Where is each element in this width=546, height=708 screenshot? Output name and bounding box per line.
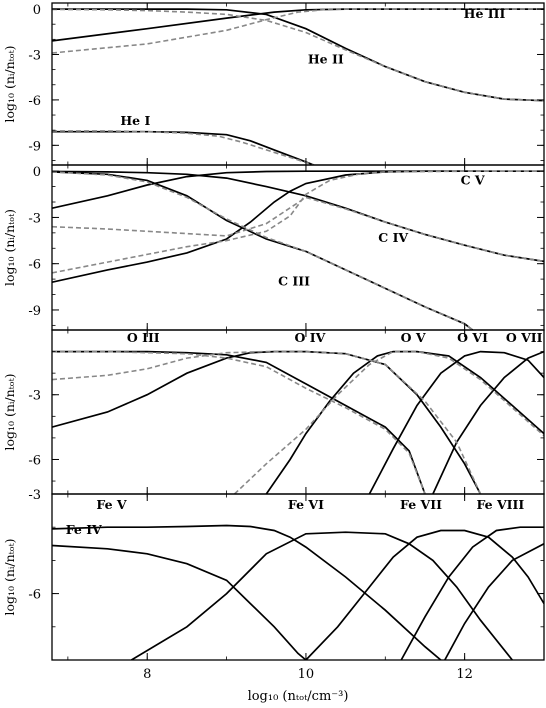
y-axis-label-helium: log₁₀ (nᵢ/nₜₒₜ) [2, 45, 17, 122]
series-iron-2 [130, 531, 513, 660]
y-tick-label-oxygen: -3 [28, 389, 41, 404]
series-oxygen-2 [265, 350, 544, 494]
panel-frame-helium [51, 2, 545, 166]
x-tick-label: 8 [143, 667, 151, 682]
ion-label-oxygen: O VII [506, 330, 543, 345]
ion-label-carbon: C III [278, 273, 310, 288]
y-tick-label-helium: -3 [28, 48, 41, 63]
series-iron-5 [444, 543, 544, 660]
series-carbon-1 [52, 170, 544, 263]
series-iron-4 [400, 526, 544, 660]
y-tick-label-iron: -6 [28, 588, 41, 603]
series-carbon-5 [52, 196, 544, 263]
series-iron-1 [52, 544, 307, 660]
ion-label-iron: Fe IV [66, 522, 102, 537]
y-tick-label-carbon: -9 [28, 304, 41, 319]
ion-label-oxygen: O III [127, 330, 160, 345]
y-tick-label-carbon: 0 [33, 165, 41, 180]
y-axis-label-iron: log₁₀ (nᵢ/nₜₒₜ) [2, 538, 17, 615]
series-oxygen-6 [52, 350, 482, 494]
y-tick-label-oxygen: -6 [28, 453, 41, 468]
series-oxygen-4 [432, 350, 544, 494]
series-carbon-4 [52, 170, 544, 274]
panel-oxygen: -3 -6 O III O IV O V O VI O VII log₁₀ (nᵢ/nₜₒₜ) [2, 329, 545, 495]
y-tick-label-helium: 0 [33, 3, 41, 18]
y-tick-label-carbon: -3 [28, 211, 41, 226]
series-carbon-2 [52, 170, 481, 284]
series-helium-5 [52, 130, 315, 165]
ion-label-oxygen: O V [401, 330, 426, 345]
x-tick-label: 12 [456, 667, 473, 682]
panel-helium: 0 -3 -6 -9 He III He II He I log₁₀ (nᵢ/nₜₒₜ) [2, 2, 545, 166]
ion-label-helium: He III [464, 6, 506, 21]
ion-label-oxygen: O IV [295, 330, 326, 345]
series-iron-3 [305, 529, 544, 660]
series-helium-4 [52, 8, 544, 102]
panel-iron: -3 -6 Fe V Fe IV Fe VI Fe VII Fe VIII log₁₀ (nᵢ… [2, 488, 545, 661]
ion-label-iron: Fe VI [288, 497, 324, 512]
series-oxygen-3 [368, 350, 544, 494]
ion-label-carbon: C IV [378, 230, 408, 245]
y-axis-label-carbon: log₁₀ (nᵢ/nₜₒₜ) [2, 209, 17, 286]
series-oxygen-0 [52, 350, 426, 494]
series-oxygen-7 [233, 350, 544, 494]
y-tick-label-helium: -9 [28, 139, 41, 154]
y-tick-label-iron: -3 [28, 488, 41, 503]
series-carbon-3 [52, 171, 474, 330]
y-axis-label-oxygen: log₁₀ (nᵢ/nₜₒₜ) [2, 373, 17, 450]
panel-carbon: 0 -3 -6 -9 C V C IV C III log₁₀ (nᵢ/nₜₒₜ) [2, 164, 545, 331]
series-iron-0 [52, 524, 442, 660]
ion-label-iron: Fe VIII [476, 497, 524, 512]
y-tick-label-carbon: -6 [28, 258, 41, 273]
panel-frame-iron [51, 493, 545, 661]
ion-label-helium: He II [308, 52, 344, 67]
x-tick-label: 10 [298, 667, 315, 682]
x-axis-label: log₁₀ (nₜₒₜ/cm⁻³) [248, 689, 349, 704]
series-oxygen-5 [52, 350, 426, 494]
ion-label-carbon: C V [461, 172, 485, 187]
series-helium-1 [52, 8, 544, 102]
y-tick-label-helium: -6 [28, 94, 41, 109]
ion-label-iron: Fe VII [400, 497, 442, 512]
series-helium-3 [52, 8, 544, 54]
ion-label-helium: He I [120, 113, 150, 128]
ion-label-oxygen: O VI [457, 330, 488, 345]
ion-label-iron: Fe V [96, 497, 126, 512]
panel-frame-carbon [51, 164, 545, 331]
series-carbon-6 [52, 171, 474, 330]
series-helium-2 [52, 130, 315, 165]
